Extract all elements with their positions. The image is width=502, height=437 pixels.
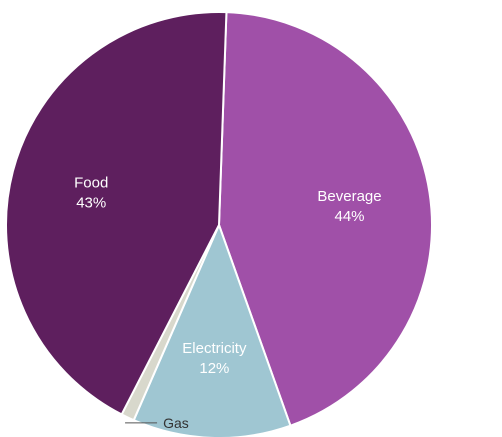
slice-label-gas: Gas <box>163 415 189 431</box>
slice-value-beverage: 44% <box>334 208 364 225</box>
pie-slice-beverage <box>218 11 433 427</box>
slice-value-food: 43% <box>76 195 106 212</box>
pie-slice-electricity <box>132 224 292 437</box>
pie-slices <box>5 11 433 437</box>
slice-label-beverage: Beverage <box>317 188 381 205</box>
slice-value-electricity: 12% <box>199 360 229 377</box>
pie-labels: Beverage 44% Electricity 12% Gas 1% Food 43% <box>74 175 382 437</box>
pie-slice-food <box>5 11 228 416</box>
slice-value-gas: 1% <box>163 434 183 437</box>
slice-label-food: Food <box>74 175 108 192</box>
slice-label-electricity: Electricity <box>182 340 247 357</box>
